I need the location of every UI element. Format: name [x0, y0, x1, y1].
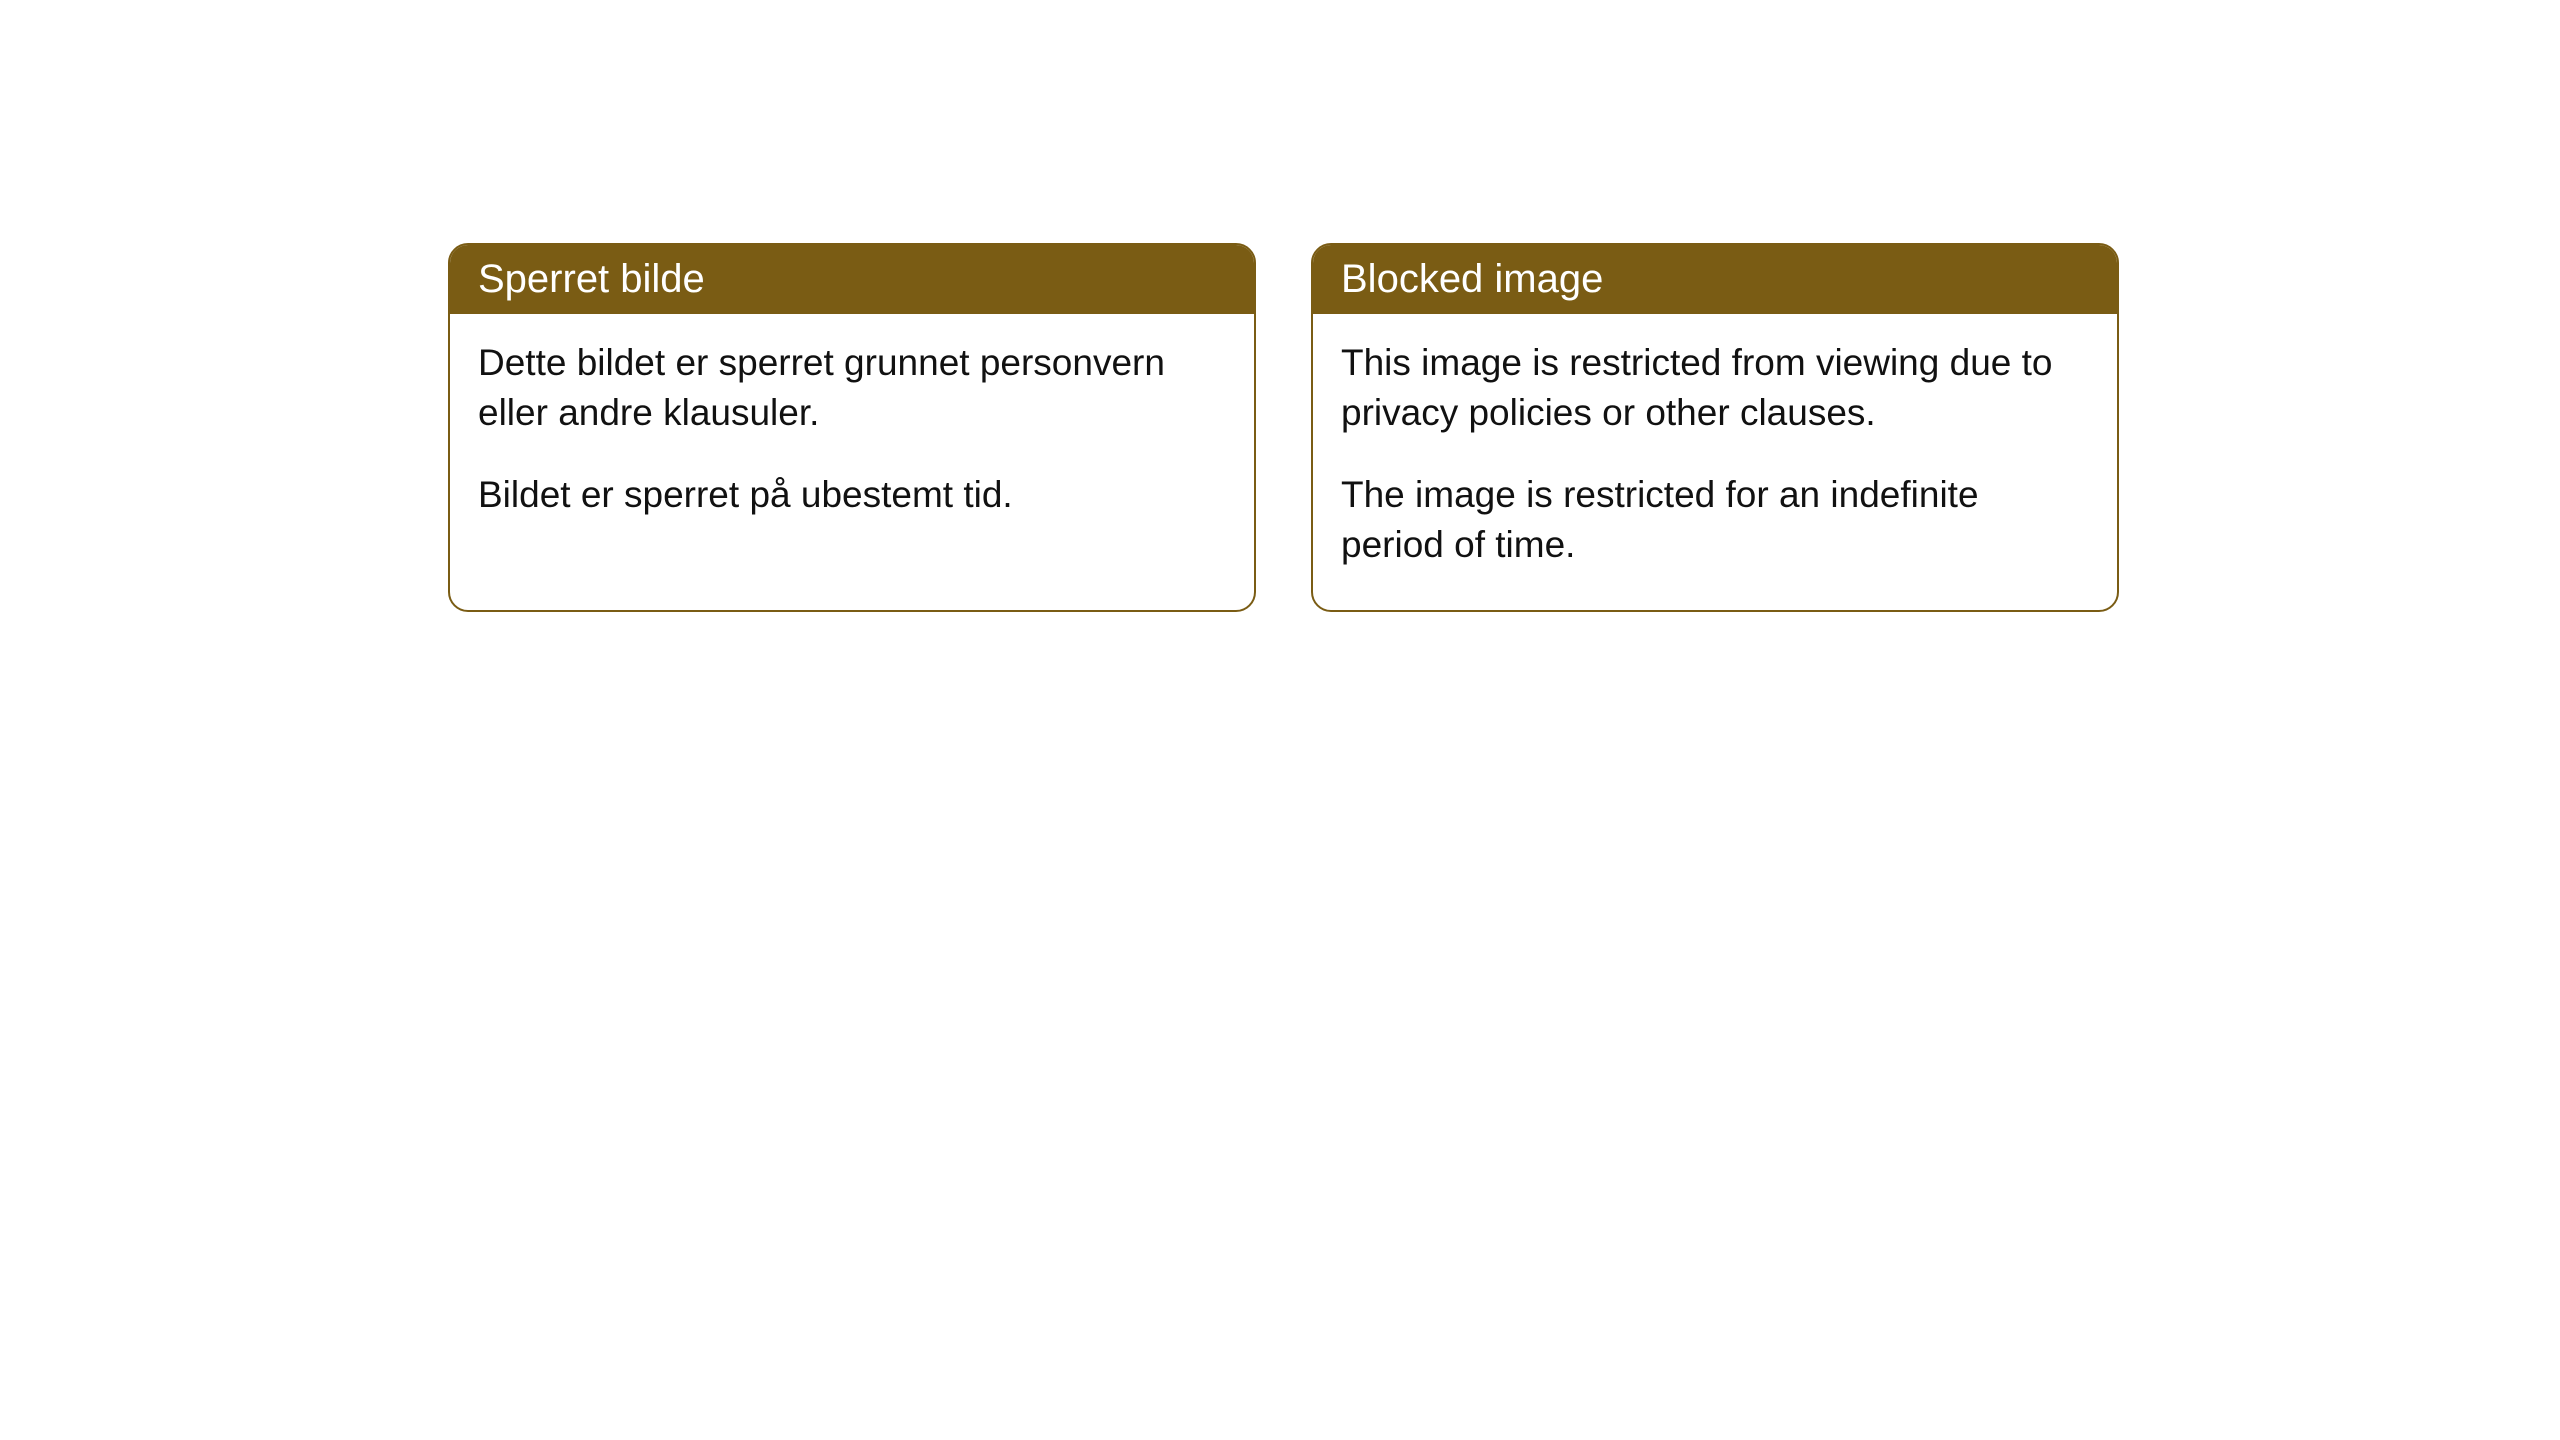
card-body-english: This image is restricted from viewing du…: [1313, 314, 2117, 610]
card-title: Sperret bilde: [478, 257, 705, 301]
card-title: Blocked image: [1341, 257, 1603, 301]
card-paragraph: The image is restricted for an indefinit…: [1341, 470, 2089, 570]
card-header-english: Blocked image: [1313, 245, 2117, 314]
card-header-norwegian: Sperret bilde: [450, 245, 1254, 314]
card-paragraph: Bildet er sperret på ubestemt tid.: [478, 470, 1226, 520]
card-paragraph: This image is restricted from viewing du…: [1341, 338, 2089, 438]
notice-cards-container: Sperret bilde Dette bildet er sperret gr…: [448, 243, 2119, 612]
notice-card-english: Blocked image This image is restricted f…: [1311, 243, 2119, 612]
card-body-norwegian: Dette bildet er sperret grunnet personve…: [450, 314, 1254, 560]
notice-card-norwegian: Sperret bilde Dette bildet er sperret gr…: [448, 243, 1256, 612]
card-paragraph: Dette bildet er sperret grunnet personve…: [478, 338, 1226, 438]
